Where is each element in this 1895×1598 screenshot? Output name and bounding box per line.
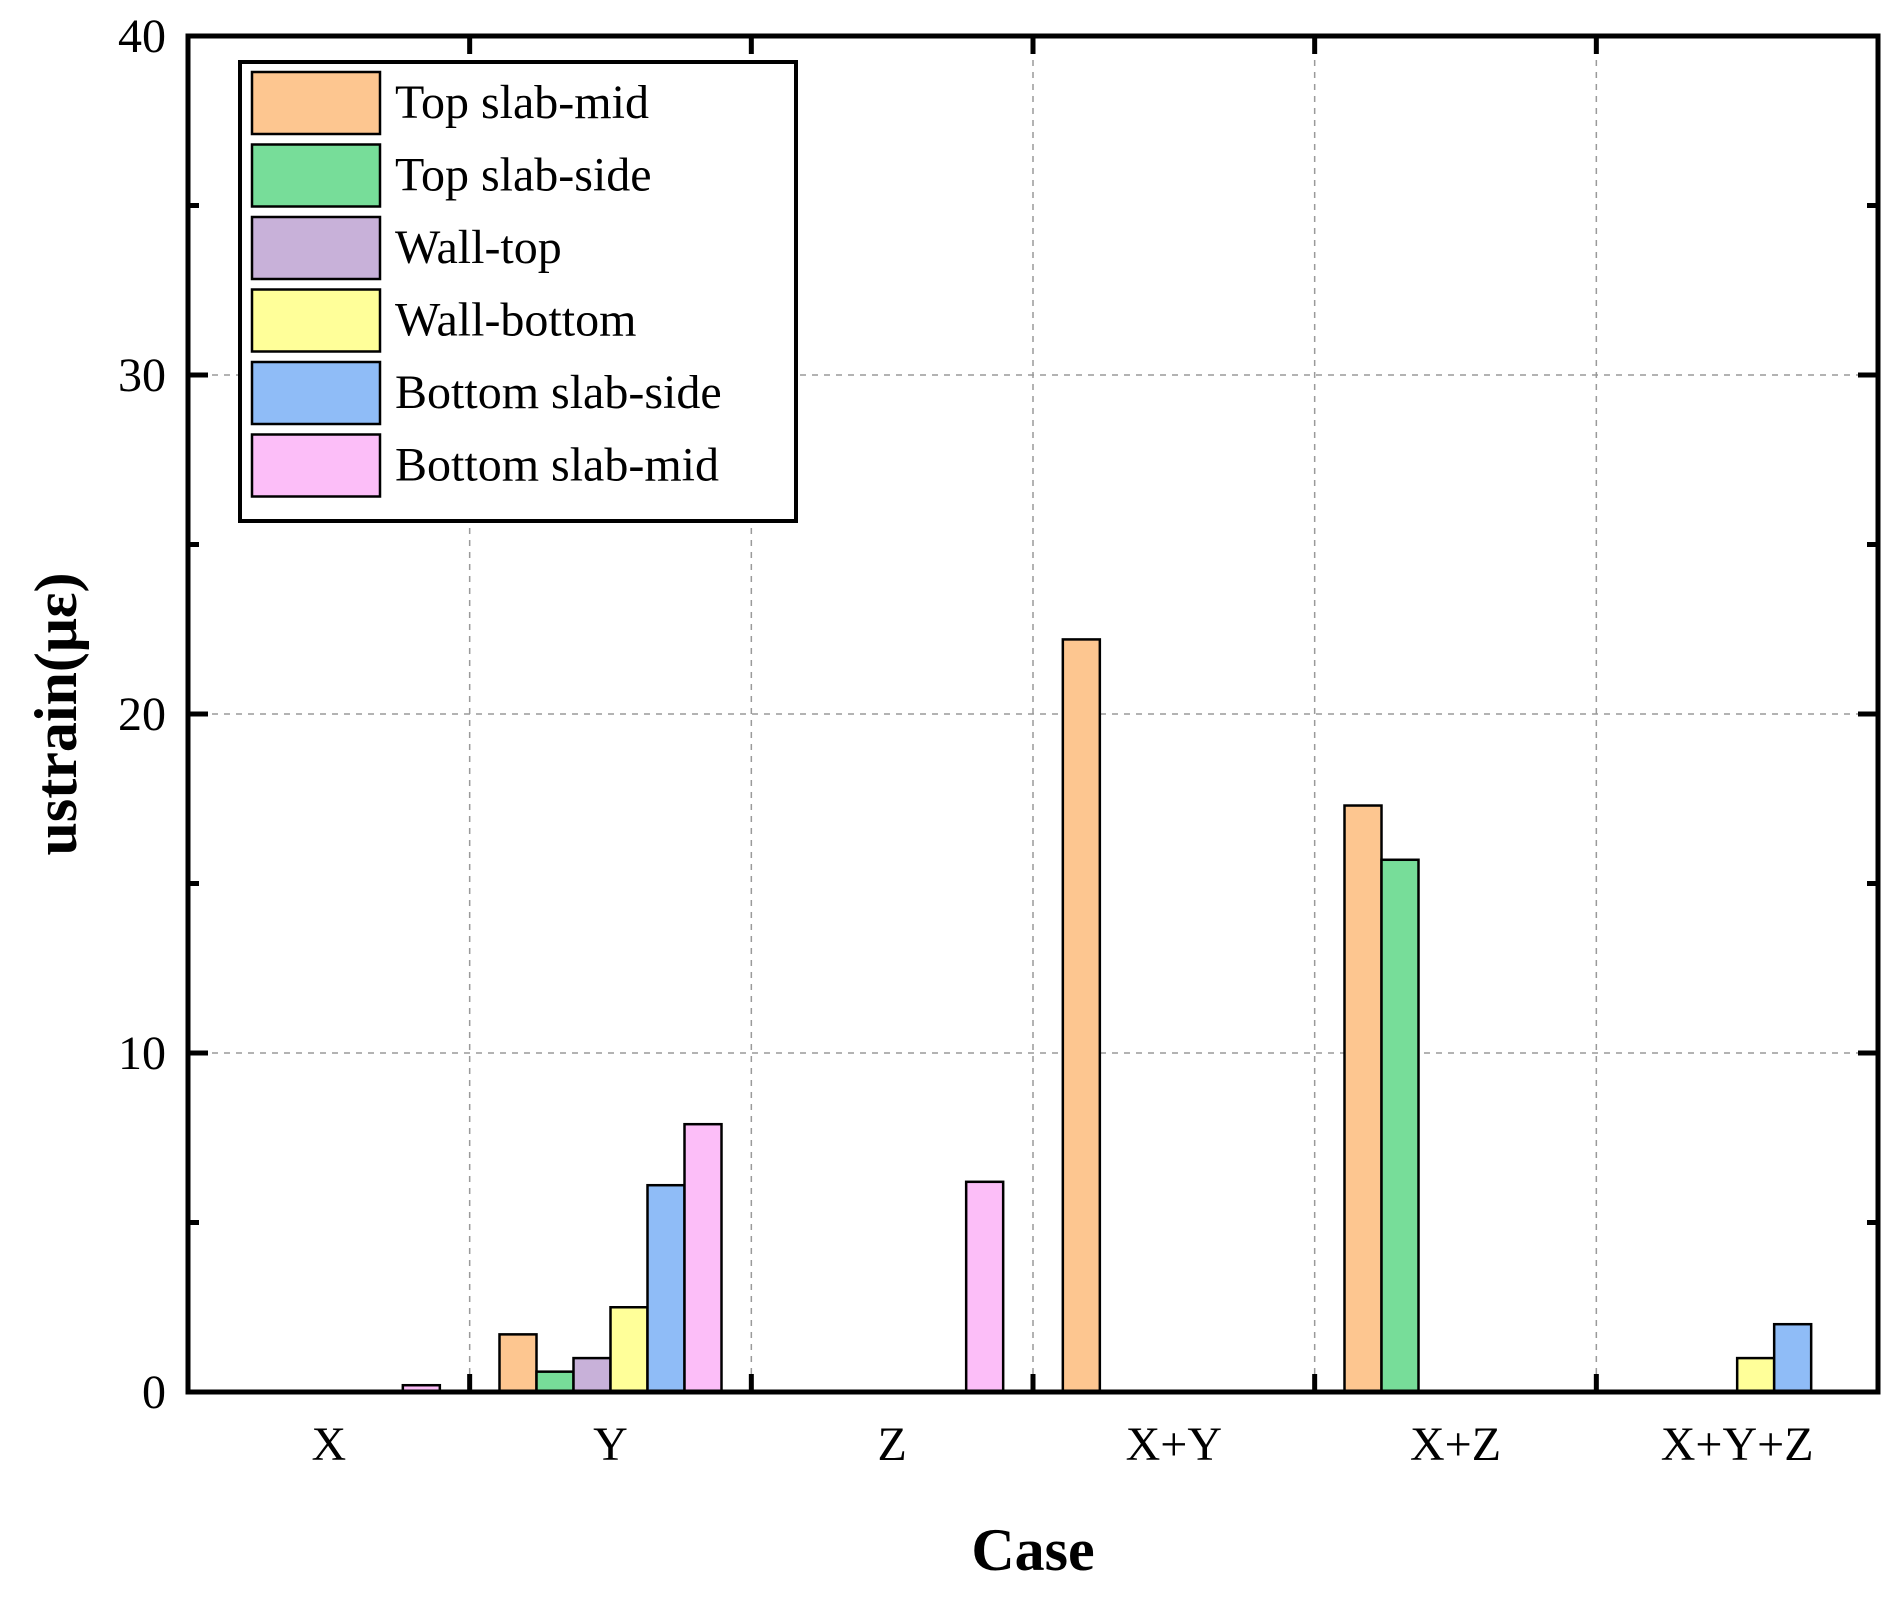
legend-swatch (250, 433, 382, 498)
bar (1735, 1356, 1776, 1394)
legend-label: Wall-bottom (395, 294, 636, 347)
legend-swatch (250, 215, 382, 281)
bar (1380, 858, 1420, 1394)
y-tick-label: 10 (118, 1027, 166, 1080)
bar (1343, 804, 1383, 1394)
axis-ticks (188, 33, 1878, 1395)
legend-label: Top slab-mid (395, 76, 649, 129)
x-tick-label: Z (878, 1418, 907, 1471)
y-axis-title: ustrain(με) (23, 573, 89, 856)
legend-label: Bottom slab-mid (395, 439, 719, 492)
bar (683, 1122, 723, 1394)
legend-swatch (250, 143, 382, 208)
x-tick-label: X+Y (1126, 1418, 1222, 1471)
bar (498, 1333, 538, 1394)
x-axis-tick-labels: X Y Z X+Y X+Z X+Y+Z (311, 1418, 1813, 1471)
bar (1772, 1322, 1813, 1394)
x-axis-title: Case (971, 1517, 1094, 1583)
legend-swatch (250, 360, 382, 426)
legend-label: Top slab-side (395, 149, 652, 202)
x-tick-label: X (311, 1418, 346, 1471)
bar (572, 1356, 612, 1394)
legend-label: Wall-top (395, 221, 562, 274)
legend-label: Bottom slab-side (395, 366, 722, 419)
y-tick-label: 30 (118, 349, 166, 402)
y-axis-tick-labels: 0 10 20 30 40 (118, 10, 166, 1419)
bar (646, 1183, 686, 1394)
x-tick-label: X+Z (1410, 1418, 1501, 1471)
bar (535, 1370, 575, 1394)
legend-swatch (250, 288, 382, 353)
legend-swatch (250, 70, 382, 136)
bars (401, 638, 1813, 1394)
bar (1061, 638, 1102, 1394)
bar (964, 1180, 1005, 1394)
x-tick-label: Y (593, 1418, 628, 1471)
y-tick-label: 0 (142, 1366, 166, 1419)
legend: Top slab-mid Top slab-side Wall-top Wall-bo… (238, 60, 798, 523)
x-tick-label: X+Y+Z (1661, 1418, 1814, 1471)
y-tick-label: 40 (118, 10, 166, 63)
bar (609, 1306, 649, 1394)
y-tick-label: 20 (118, 688, 166, 741)
